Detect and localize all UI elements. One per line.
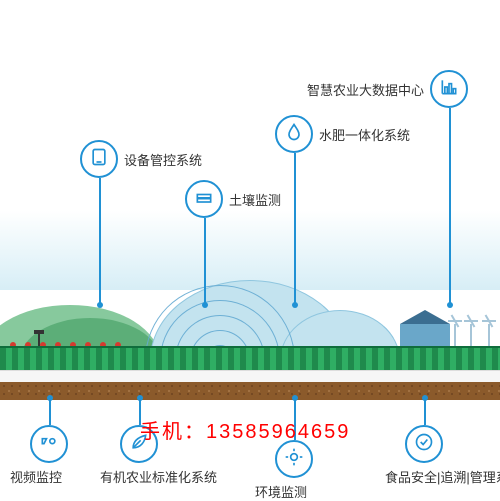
food-safety-connector (424, 398, 426, 425)
video-node (30, 425, 68, 463)
organic-std-connector-dot (137, 395, 143, 401)
device-mgmt-node (80, 140, 118, 178)
video-connector-dot (47, 395, 53, 401)
watermark-label: 手机：13585964659 (140, 421, 350, 443)
video-connector (49, 398, 51, 425)
water-fert-connector (294, 153, 296, 305)
food-safety-connector-dot (422, 395, 428, 401)
soil-monitor-connector (204, 218, 206, 305)
big-data-node (430, 70, 468, 108)
device-mgmt-label: 设备管控系统 (124, 150, 202, 169)
device-mgmt-connector (99, 178, 101, 305)
crop-strip (0, 346, 500, 370)
env-monitor-connector-dot (292, 395, 298, 401)
device-mgmt-connector-dot (97, 302, 103, 308)
food-safety-label: 食品安全|追溯|管理系统 (385, 467, 500, 486)
soil-monitor-connector-dot (202, 302, 208, 308)
sky-gradient (0, 210, 500, 290)
big-data-connector (449, 108, 451, 305)
water-fert-label: 水肥一体化系统 (319, 125, 410, 144)
watermark-text: 手机：13585964659 (140, 415, 350, 444)
landscape-scene (0, 290, 500, 400)
tablet-icon (89, 147, 109, 172)
big-data-connector-dot (447, 302, 453, 308)
big-data-label: 智慧农业大数据中心 (307, 80, 424, 99)
droplet-icon (284, 122, 304, 147)
food-safety-node (405, 425, 443, 463)
layers-icon (194, 187, 214, 212)
env-monitor-label: 环境监测 (255, 482, 307, 501)
soil-monitor-label: 土壤监测 (229, 190, 281, 209)
water-fert-connector-dot (292, 302, 298, 308)
water-fert-node (275, 115, 313, 153)
soil-monitor-node (185, 180, 223, 218)
check-icon (414, 432, 434, 457)
organic-std-label: 有机农业标准化系统 (100, 467, 217, 486)
sun-icon (284, 447, 304, 472)
chart-icon (439, 77, 459, 102)
video-label: 视频监控 (10, 467, 62, 486)
camera-icon (39, 432, 59, 457)
env-monitor-node (275, 440, 313, 478)
